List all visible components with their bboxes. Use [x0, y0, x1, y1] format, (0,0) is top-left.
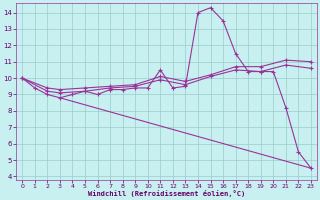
X-axis label: Windchill (Refroidissement éolien,°C): Windchill (Refroidissement éolien,°C)	[88, 190, 245, 197]
